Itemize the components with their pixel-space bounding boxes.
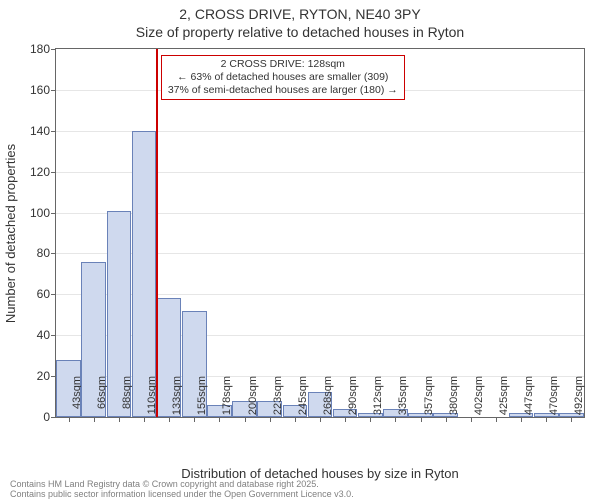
x-tick-mark: [446, 417, 447, 422]
y-tick-label: 180: [30, 42, 56, 56]
x-tick-mark: [521, 417, 522, 422]
x-tick-mark: [94, 417, 95, 422]
callout-line: 2 CROSS DRIVE: 128sqm: [168, 58, 398, 71]
chart-subtitle: Size of property relative to detached ho…: [0, 24, 600, 40]
y-tick-label: 20: [37, 369, 56, 383]
x-tick-label: 402sqm: [473, 376, 485, 421]
x-tick-mark: [270, 417, 271, 422]
x-tick-mark: [144, 417, 145, 422]
x-tick-mark: [69, 417, 70, 422]
callout-box: 2 CROSS DRIVE: 128sqm← 63% of detached h…: [161, 55, 405, 100]
chart-title: 2, CROSS DRIVE, RYTON, NE40 3PY: [0, 6, 600, 22]
histogram-bar: [132, 131, 157, 417]
y-tick-label: 120: [30, 165, 56, 179]
plot-area: 02040608010012014016018043sqm66sqm88sqm1…: [55, 48, 585, 418]
x-tick-label: 492sqm: [573, 376, 585, 421]
x-tick-mark: [471, 417, 472, 422]
y-tick-label: 80: [37, 246, 56, 260]
y-tick-label: 0: [43, 410, 56, 424]
callout-line: ← 63% of detached houses are smaller (30…: [168, 71, 398, 84]
marker-line: [156, 49, 158, 417]
x-tick-mark: [345, 417, 346, 422]
x-tick-mark: [245, 417, 246, 422]
x-tick-mark: [295, 417, 296, 422]
chart-container: 2, CROSS DRIVE, RYTON, NE40 3PY Size of …: [0, 0, 600, 500]
y-tick-label: 100: [30, 206, 56, 220]
y-axis-label: Number of detached properties: [4, 48, 18, 418]
fineprint: Contains HM Land Registry data © Crown c…: [10, 480, 354, 499]
callout-line: 37% of semi-detached houses are larger (…: [168, 84, 398, 97]
fineprint-line: Contains public sector information licen…: [10, 490, 354, 499]
y-tick-label: 60: [37, 287, 56, 301]
y-tick-label: 160: [30, 83, 56, 97]
y-tick-label: 140: [30, 124, 56, 138]
x-tick-mark: [421, 417, 422, 422]
x-tick-mark: [119, 417, 120, 422]
x-tick-mark: [169, 417, 170, 422]
x-tick-label: 380sqm: [448, 376, 460, 421]
y-tick-label: 40: [37, 328, 56, 342]
x-tick-mark: [320, 417, 321, 422]
x-tick-mark: [496, 417, 497, 422]
